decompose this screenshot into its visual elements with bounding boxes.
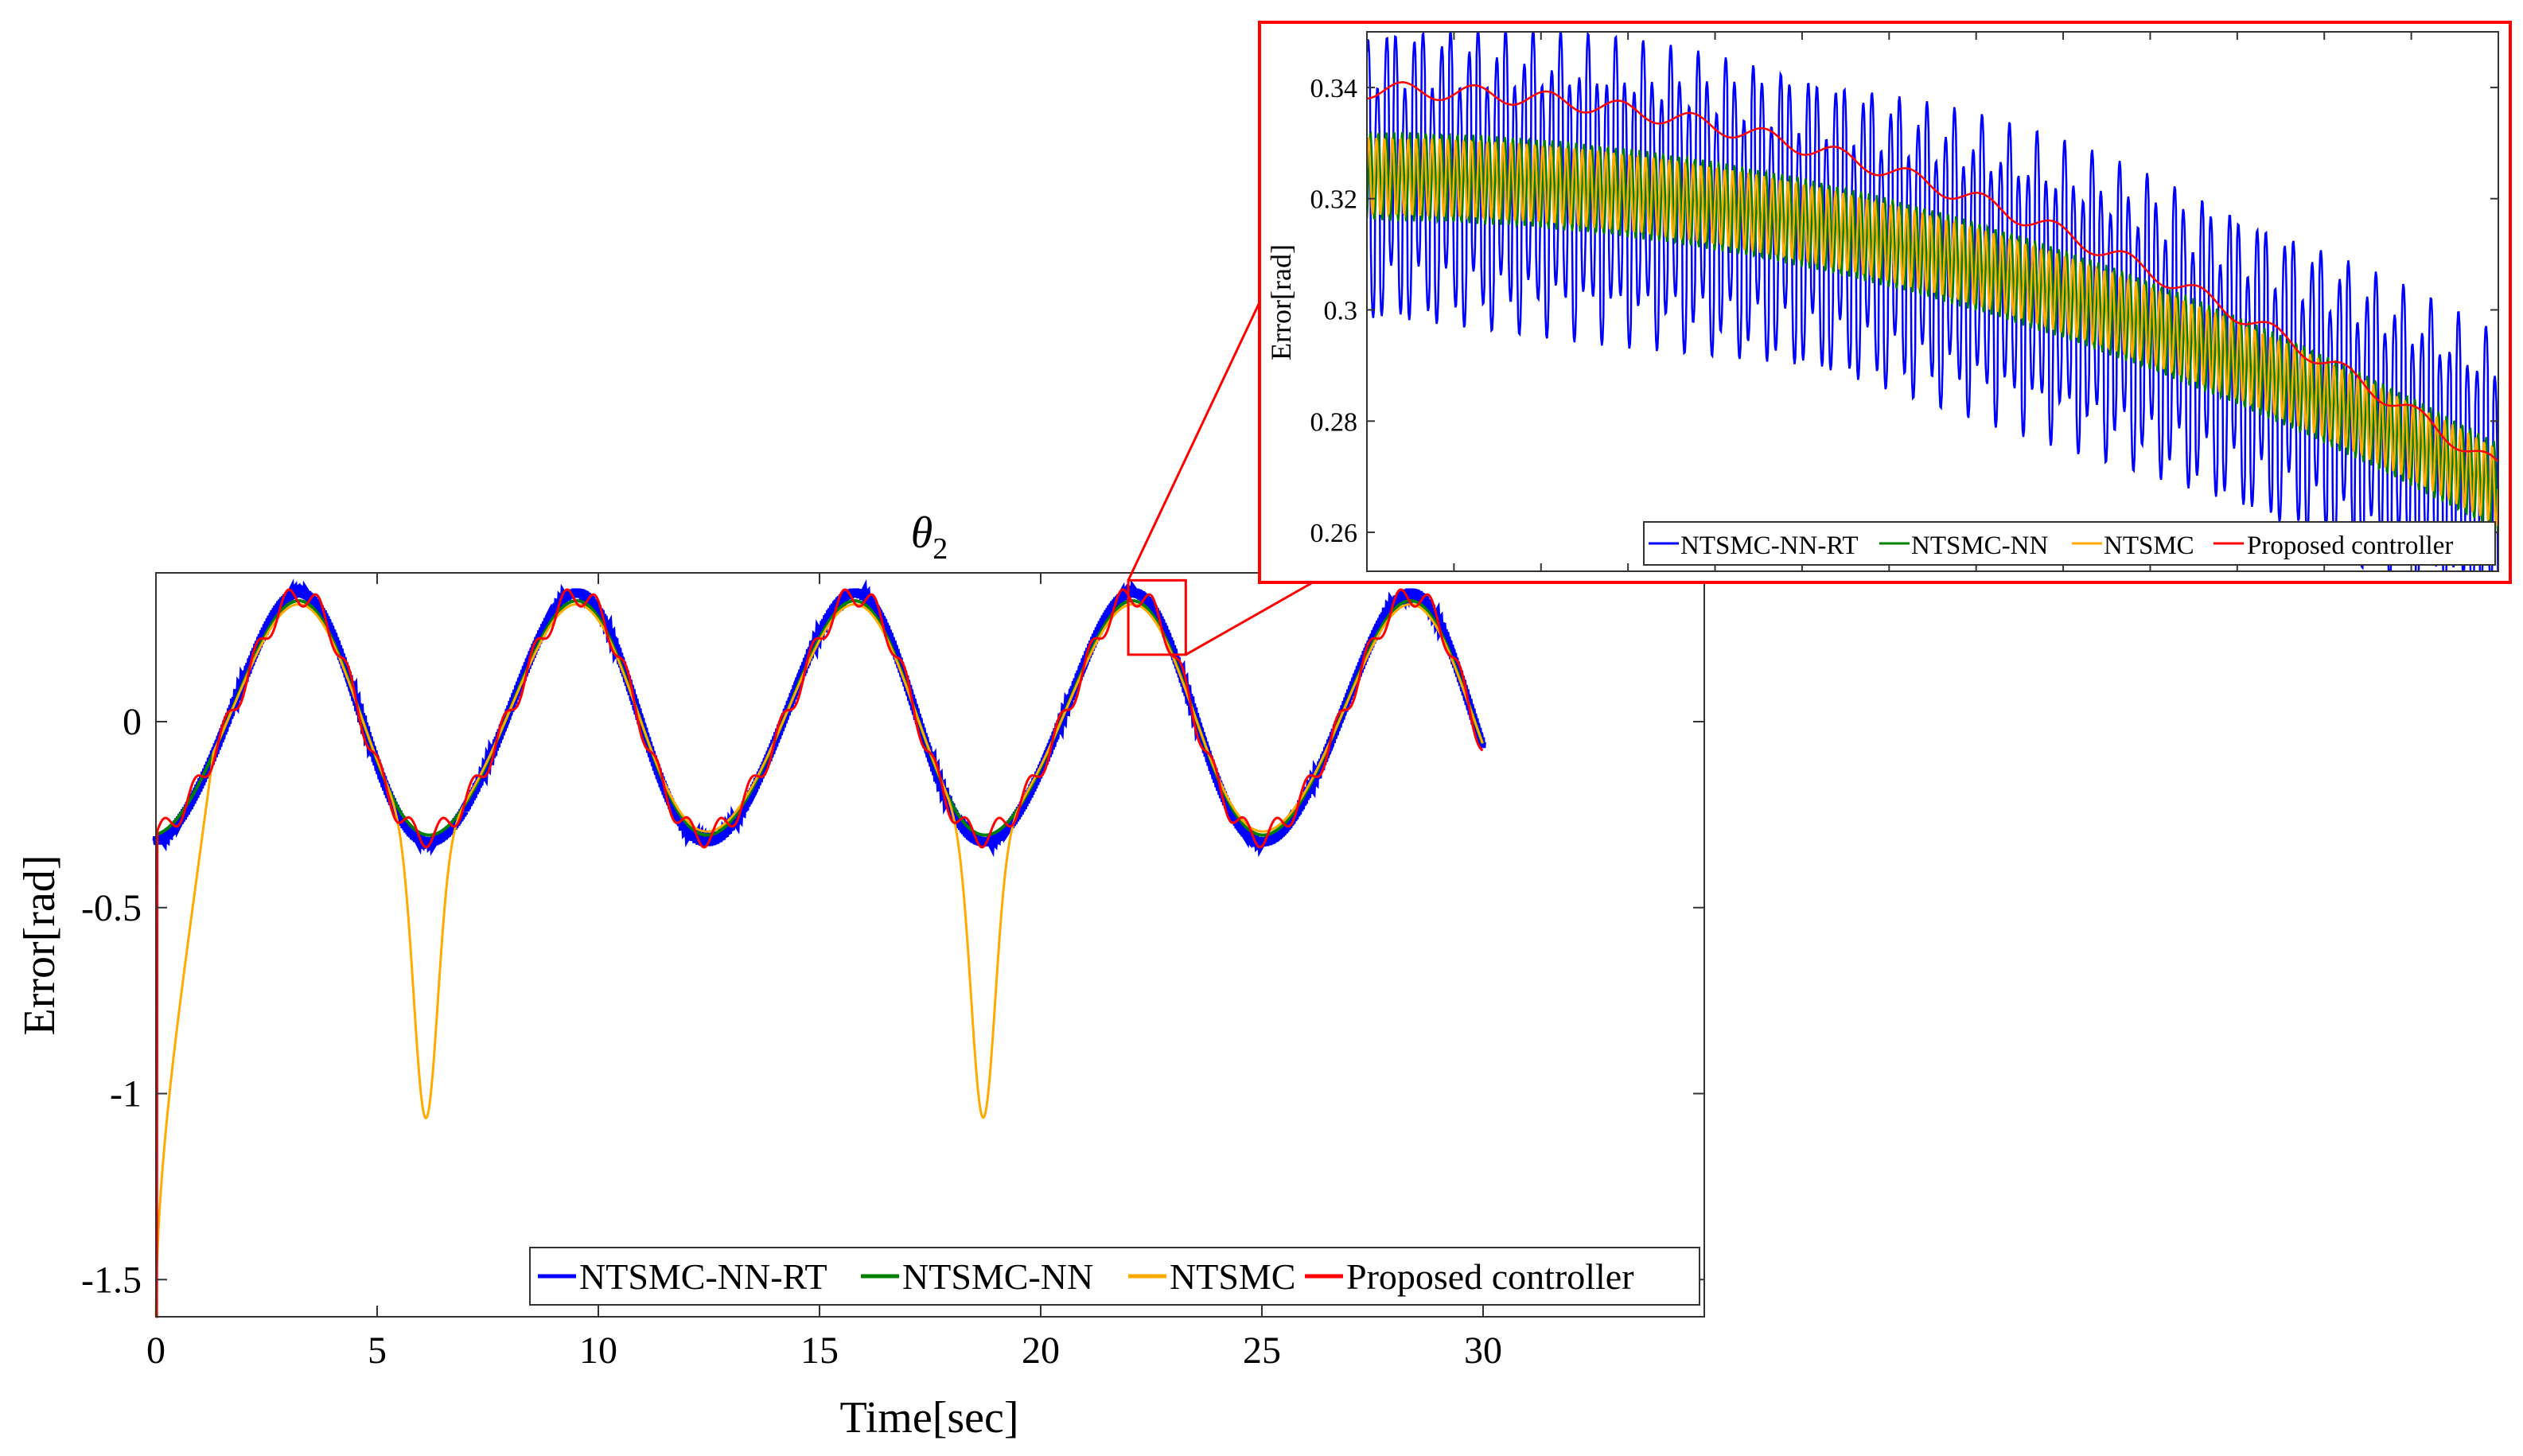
inset-y-tick-label: 0.34: [1310, 74, 1358, 103]
inset-legend: NTSMC-NN-RT NTSMC-NN NTSMC Proposed cont…: [1643, 521, 2496, 566]
inset-y-tick-label: 0.32: [1310, 185, 1358, 215]
main-y-tick-label: -0.5: [81, 887, 142, 929]
main-x-tick-label: 5: [368, 1329, 387, 1372]
inset-y-axis-label: Error[rad]: [1265, 244, 1297, 360]
main-y-tick-label: 0: [123, 701, 142, 743]
main-series-proposed: [155, 588, 1484, 1318]
main-legend-label-ntsmc-nn: NTSMC-NN: [902, 1256, 1093, 1297]
zoom-region-box: [1127, 578, 1187, 656]
inset-y-tick-label: 0.26: [1310, 519, 1358, 548]
main-x-tick-label: 30: [1464, 1329, 1502, 1372]
main-y-tick-label: -1: [110, 1073, 142, 1115]
inset-plot-frame: [1366, 31, 2499, 572]
main-x-tick-label: 0: [146, 1329, 165, 1372]
main-chart-title: θ2: [911, 508, 948, 566]
inset-y-tick-label: 0.3: [1324, 296, 1358, 325]
main-x-axis-label: Time[sec]: [839, 1393, 1018, 1442]
main-plot-frame: [155, 572, 1705, 1318]
main-legend: NTSMC-NN-RT NTSMC-NN NTSMC Proposed cont…: [529, 1247, 1700, 1306]
inset-legend-label-ntsmc: NTSMC: [2104, 531, 2194, 560]
inset-series-proposed: [1367, 81, 2498, 463]
inset-y-tick-label: 0.28: [1310, 407, 1358, 437]
main-legend-label-ntsmc: NTSMC: [1170, 1256, 1295, 1297]
inset-series-lines: [1367, 32, 2498, 571]
zoom-connector-line: [1185, 581, 1314, 656]
inset-axis-ticks: 0.26 0.28 0.3 0.32 0.34: [1310, 32, 2499, 571]
inset-chart: 0.26 0.28 0.3 0.32 0.34 Error[rad] NTSMC-NN-…: [1258, 21, 2512, 584]
main-legend-label-proposed: Proposed controller: [1346, 1256, 1634, 1297]
main-legend-box: [529, 1247, 1700, 1306]
main-x-tick-label: 15: [800, 1329, 839, 1372]
main-x-tick-label: 25: [1243, 1329, 1281, 1372]
inset-legend-label-ntsmc-nn-rt: NTSMC-NN-RT: [1680, 531, 1859, 560]
main-series-lines: [152, 578, 1486, 1318]
main-x-tick-label: 20: [1022, 1329, 1060, 1372]
main-y-axis-label: Error[rad]: [15, 855, 64, 1036]
inset-legend-box: [1643, 521, 2496, 566]
zoom-connector-line: [1127, 302, 1261, 581]
main-x-tick-label: 10: [579, 1329, 617, 1372]
main-axis-ticks: 0 5 10 15 20 25 30 -1.5 -1 -0.5 0: [81, 573, 1704, 1372]
main-series-ntsmc: [154, 603, 1484, 1318]
inset-legend-label-ntsmc-nn: NTSMC-NN: [1911, 531, 2049, 560]
inset-legend-label-proposed: Proposed controller: [2247, 531, 2453, 560]
main-legend-label-ntsmc-nn-rt: NTSMC-NN-RT: [579, 1256, 827, 1297]
main-y-tick-label: -1.5: [81, 1259, 142, 1301]
main-chart: 0 5 10 15 20 25 30 -1.5 -1 -0.5 0 θ2 Time[sec] Err…: [15, 508, 1705, 1442]
